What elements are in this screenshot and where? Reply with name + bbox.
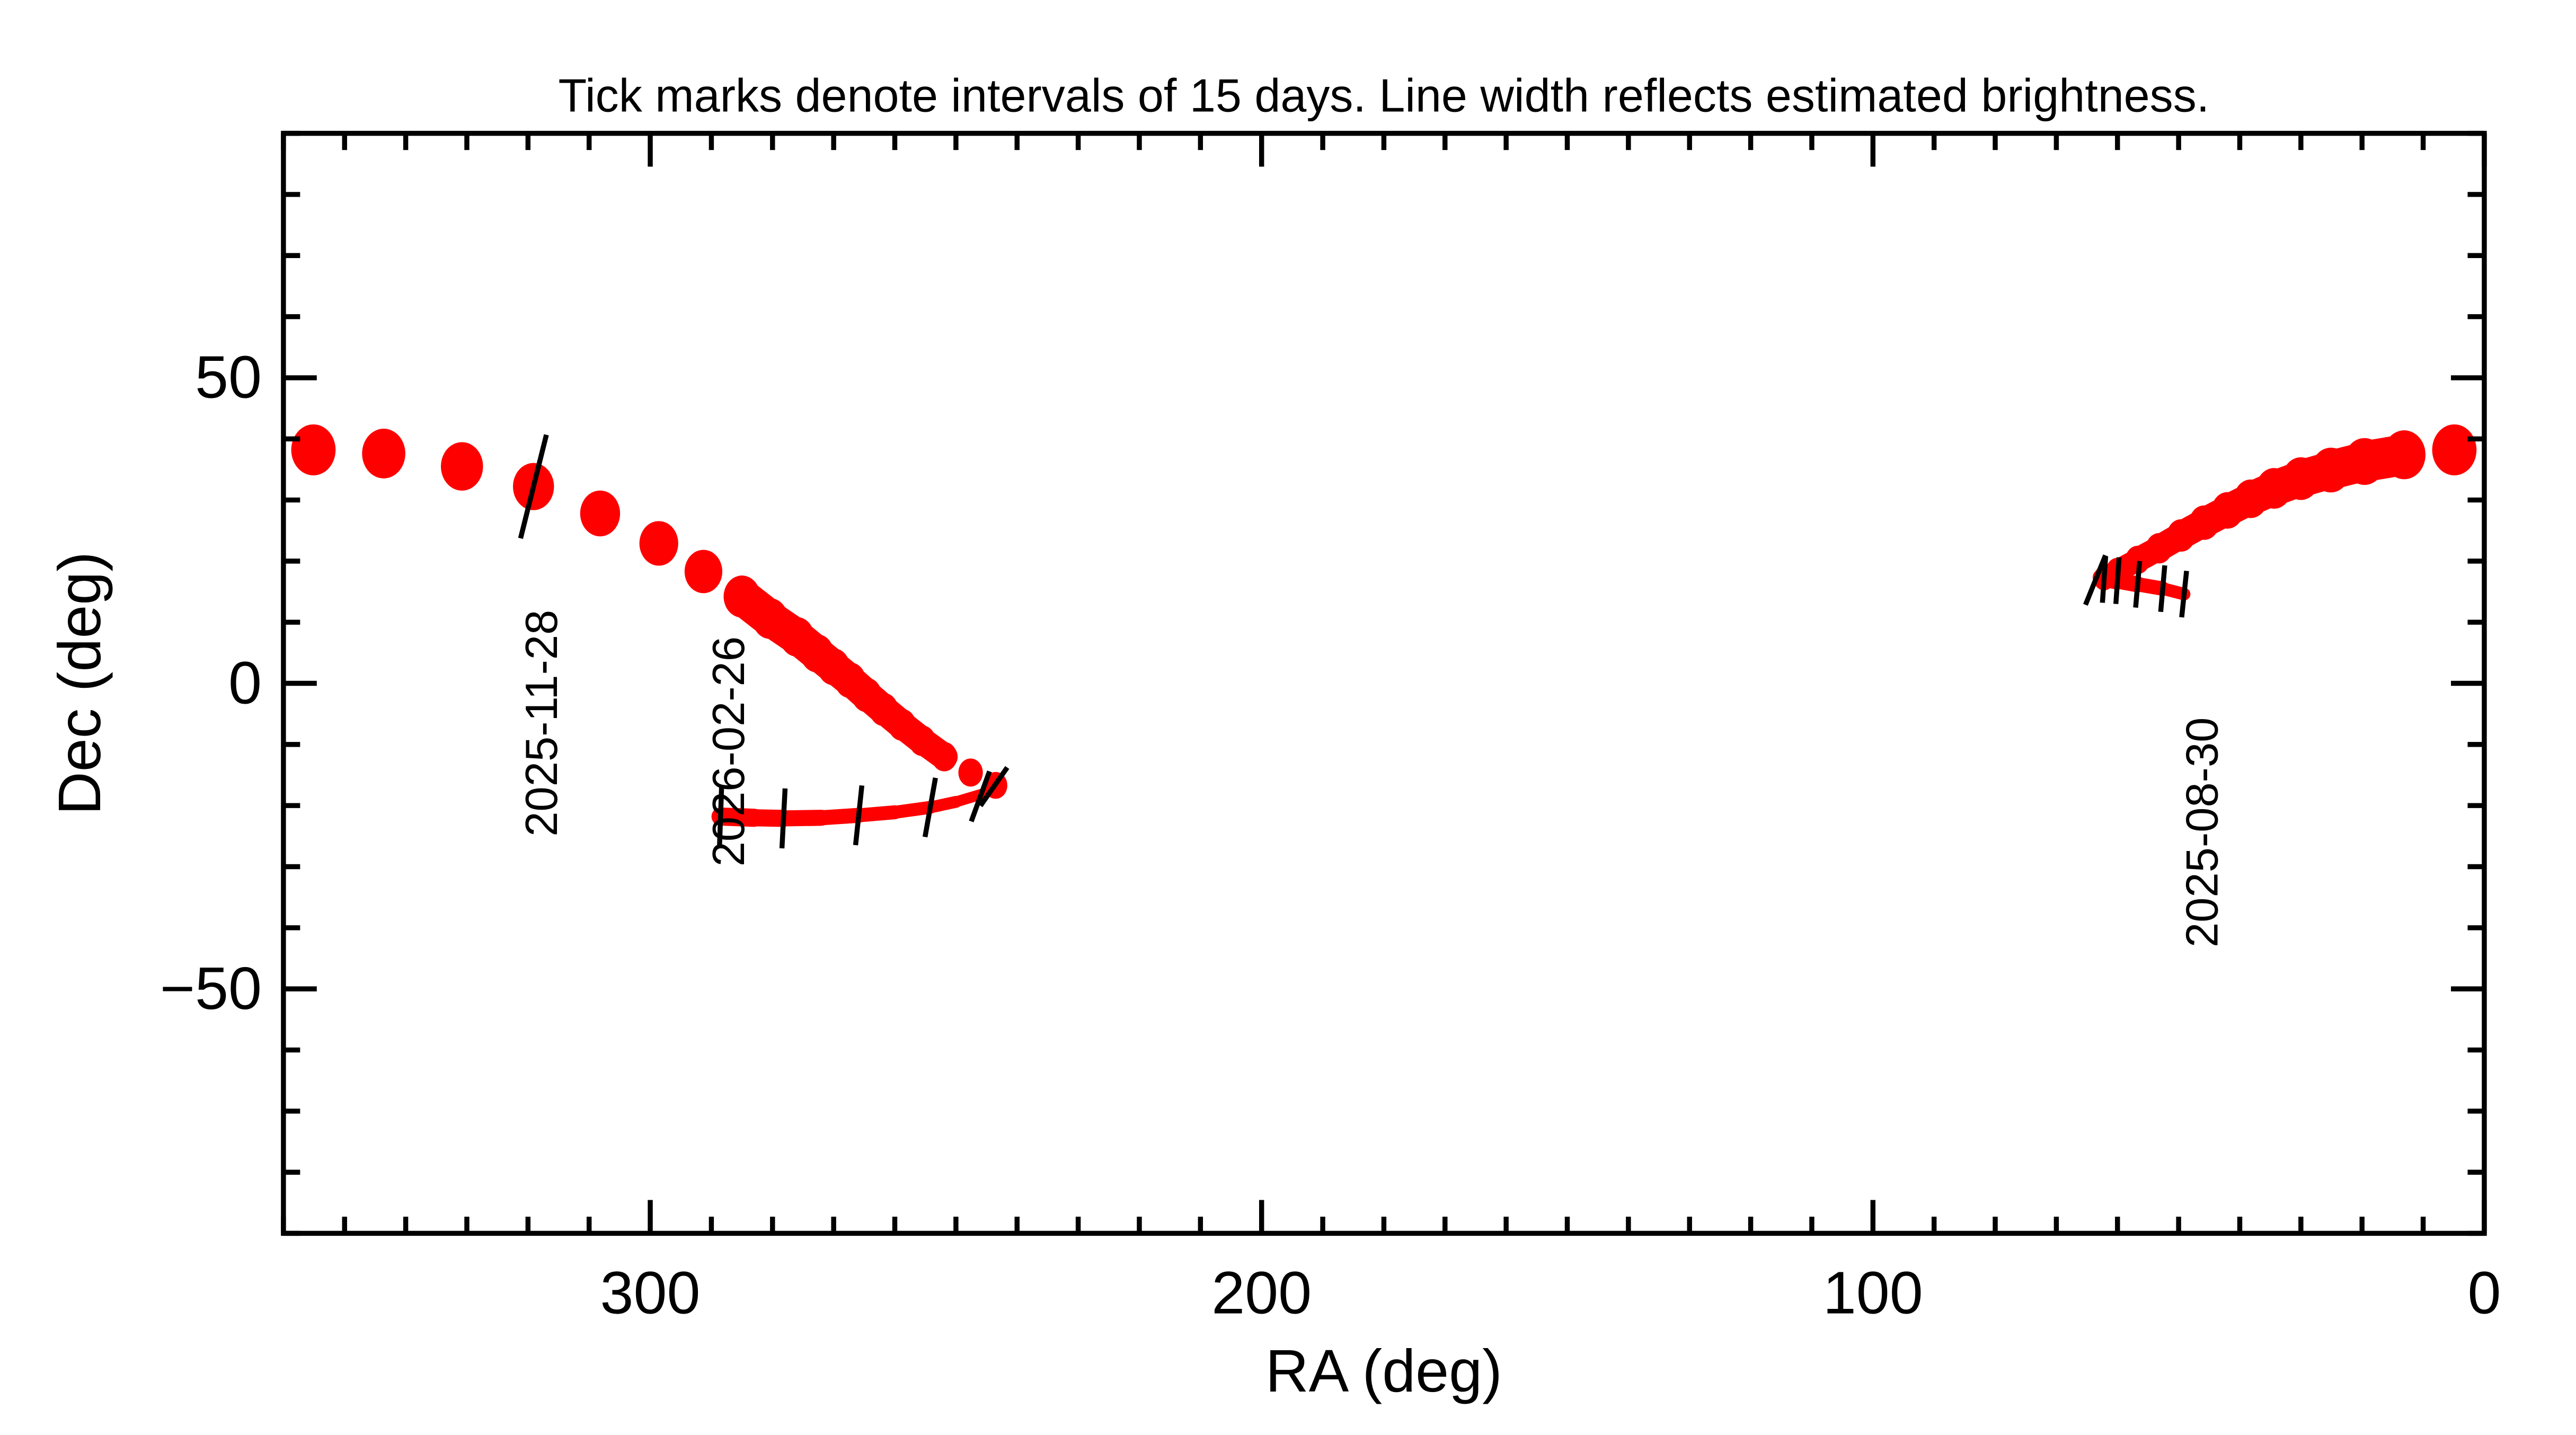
track-dot: [362, 429, 405, 479]
track-dot: [2383, 430, 2425, 480]
interval-tick: [853, 785, 865, 846]
interval-tick: [779, 788, 788, 849]
track-dot: [291, 424, 336, 476]
interval-tick: [2179, 570, 2189, 618]
date-label: 2025-08-30: [2176, 718, 2227, 947]
x-tick-label: 300: [600, 1259, 701, 1326]
y-axis-label: Dec (deg): [46, 552, 113, 815]
interval-tick: [922, 777, 938, 838]
interval-tick: [2100, 556, 2109, 603]
x-tick-label: 0: [2467, 1259, 2501, 1326]
interval-tick: [2133, 561, 2143, 608]
x-tick-label: 100: [1823, 1259, 1923, 1326]
chart-title: Tick marks denote intervals of 15 days. …: [559, 69, 2210, 122]
date-label: 2026-02-26: [703, 636, 754, 866]
interval-tick: [518, 434, 549, 539]
interval-ticks-layer: [518, 434, 2189, 849]
interval-tick: [978, 766, 1010, 808]
track-dot: [440, 442, 483, 491]
interval-tick: [717, 786, 724, 847]
axes-layer: 300 200 100 0 50 0 −50: [160, 130, 2501, 1326]
interval-tick: [2158, 565, 2167, 613]
x-axis-label: RA (deg): [1265, 1337, 1502, 1404]
y-tick-label: 50: [195, 343, 262, 411]
y-tick-label: 0: [228, 649, 262, 716]
track-dot: [580, 490, 621, 537]
y-tick-label: −50: [160, 954, 262, 1022]
track-layer: [291, 424, 2477, 827]
track-dot: [958, 758, 983, 787]
track-dot: [2432, 424, 2477, 476]
track-dot: [639, 521, 678, 566]
interval-tick: [2083, 554, 2108, 606]
date-label: 2025-11-28: [516, 610, 566, 837]
track-dot: [931, 742, 958, 772]
x-tick-label: 200: [1211, 1259, 1312, 1326]
track-dot: [684, 550, 723, 594]
interval-tick: [2113, 557, 2122, 605]
interval-tick: [969, 770, 992, 822]
plot-frame: [281, 130, 2487, 1236]
track-segment: [711, 807, 764, 827]
date-labels-layer: 2025-08-30 2025-11-28 2026-02-26: [516, 610, 2227, 947]
